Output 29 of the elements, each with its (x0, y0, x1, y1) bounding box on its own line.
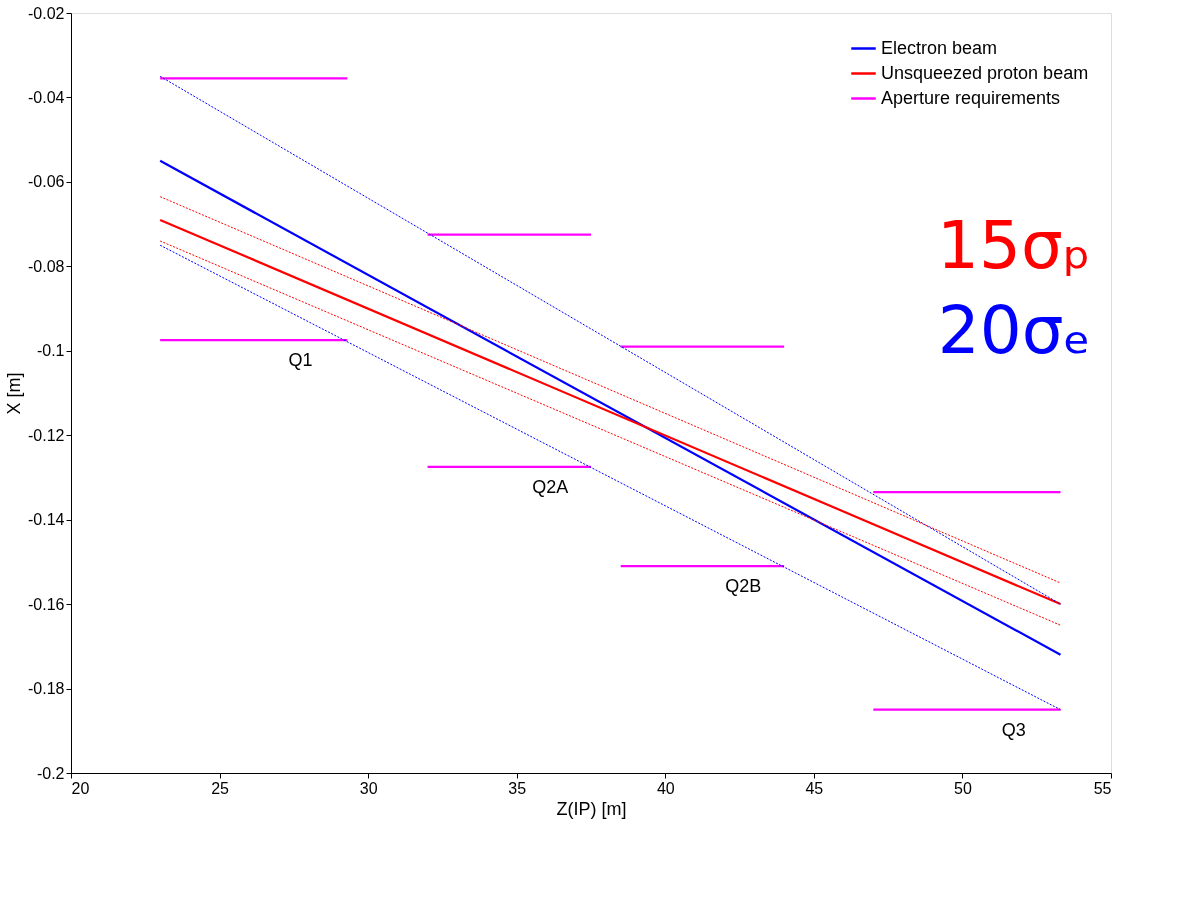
annotation: Q2B (725, 576, 762, 597)
annotation: 15σₚ (936, 207, 1091, 284)
y-tick-label: -0.06 (28, 173, 65, 191)
x-tick-label: 45 (805, 779, 824, 797)
y-tick-label: -0.04 (28, 88, 65, 106)
annotation: 20σₑ (937, 292, 1091, 369)
x-tick-label: 50 (954, 779, 972, 797)
annotation: Q2A (532, 476, 569, 497)
legend-label: Aperture requirements (881, 87, 1061, 108)
x-tick-label: 20 (71, 779, 90, 797)
y-axis-title: X [m] (4, 372, 25, 415)
y-tick-label: -0.14 (28, 511, 65, 529)
annotation: Q1 (288, 350, 313, 371)
legend-label: Unsqueezed proton beam (881, 62, 1089, 83)
x-tick-label: 25 (211, 779, 230, 797)
y-tick-label: -0.2 (36, 764, 65, 782)
x-tick-label: 30 (359, 779, 378, 797)
x-tick-label: 35 (508, 779, 527, 797)
y-tick-label: -0.16 (28, 595, 65, 613)
x-tick-label: 40 (656, 779, 675, 797)
x-tick-label: 55 (1093, 779, 1112, 797)
annotation: Q3 (1001, 719, 1026, 740)
y-tick-label: -0.18 (28, 680, 65, 698)
legend-label: Electron beam (881, 37, 998, 58)
y-tick-label: -0.1 (36, 342, 65, 360)
y-tick-label: -0.02 (28, 4, 65, 22)
y-tick-label: -0.12 (28, 426, 65, 444)
x-axis-title: Z(IP) [m] (556, 798, 627, 819)
y-tick-label: -0.08 (28, 257, 65, 275)
